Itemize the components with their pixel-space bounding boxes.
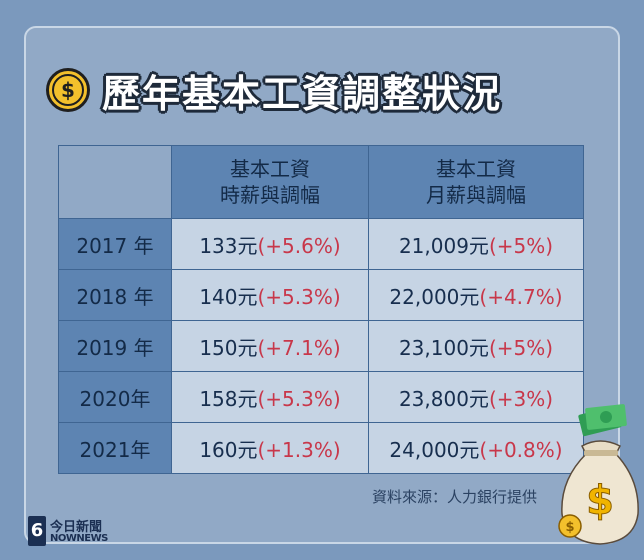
header-monthly-line2: 月薪與調幅: [426, 183, 526, 207]
monthly-change: (+0.8%): [479, 437, 563, 462]
hourly-value: 133元: [199, 233, 258, 258]
year-cell: 2018 年: [58, 269, 172, 321]
hourly-value: 150元: [199, 335, 258, 360]
wage-table: 基本工資 時薪與調幅 基本工資 月薪與調幅 2017 年 133元(+5.6%)…: [58, 145, 584, 474]
monthly-cell: 23,800元(+3%): [368, 371, 584, 423]
logo-icon: 6 今日新聞 NOWNEWS: [28, 516, 108, 548]
hourly-cell: 158元(+5.3%): [171, 371, 369, 423]
monthly-value: 23,100元: [398, 335, 489, 360]
header-monthly-line1: 基本工資: [436, 157, 516, 181]
coin-symbol: $: [52, 74, 84, 106]
money-bag-icon: $ $: [558, 404, 639, 545]
hourly-cell: 150元(+7.1%): [171, 320, 369, 372]
header-hourly-line2: 時薪與調幅: [220, 183, 320, 207]
title-row: $ 歷年基本工資調整狀況: [46, 64, 502, 116]
header-hourly: 基本工資 時薪與調幅: [171, 145, 369, 219]
svg-text:$: $: [586, 478, 614, 524]
hourly-value: 158元: [199, 386, 258, 411]
year-cell: 2019 年: [58, 320, 172, 372]
year-cell: 2021年: [58, 422, 172, 474]
monthly-cell: 21,009元(+5%): [368, 218, 584, 270]
dollar-coin-icon: $: [46, 68, 90, 112]
logo-cn: 今日新聞: [50, 520, 103, 535]
page-title: 歷年基本工資調整狀況: [102, 71, 503, 116]
header-hourly-line1: 基本工資: [230, 157, 310, 181]
year-cell: 2020年: [58, 371, 172, 423]
monthly-value: 21,009元: [398, 233, 489, 258]
hourly-change: (+5.3%): [257, 284, 341, 309]
table-row: 2020年 158元(+5.3%) 23,800元(+3%): [58, 371, 584, 423]
logo-number: 6: [28, 516, 46, 546]
monthly-cell: 22,000元(+4.7%): [368, 269, 584, 321]
year-cell: 2017 年: [58, 218, 172, 270]
source-note: 資料來源：人力銀行提供: [372, 488, 538, 506]
table-row: 2017 年 133元(+5.6%) 21,009元(+5%): [58, 218, 584, 270]
hourly-cell: 140元(+5.3%): [171, 269, 369, 321]
svg-text:$: $: [565, 520, 574, 535]
hourly-change: (+5.6%): [257, 233, 341, 258]
monthly-change: (+5%): [488, 233, 554, 258]
logo-en: NOWNEWS: [50, 533, 108, 544]
monthly-cell: 24,000元(+0.8%): [368, 422, 584, 474]
hourly-value: 160元: [199, 437, 258, 462]
hourly-change: (+7.1%): [257, 335, 341, 360]
table-header-row: 基本工資 時薪與調幅 基本工資 月薪與調幅: [58, 145, 584, 219]
table-row: 2018 年 140元(+5.3%) 22,000元(+4.7%): [58, 269, 584, 321]
monthly-change: (+3%): [488, 386, 554, 411]
monthly-value: 24,000元: [389, 437, 480, 462]
monthly-value: 22,000元: [389, 284, 480, 309]
hourly-cell: 160元(+1.3%): [171, 422, 369, 474]
table-row: 2021年 160元(+1.3%) 24,000元(+0.8%): [58, 422, 584, 474]
monthly-cell: 23,100元(+5%): [368, 320, 584, 372]
monthly-value: 23,800元: [398, 386, 489, 411]
table-row: 2019 年 150元(+7.1%) 23,100元(+5%): [58, 320, 584, 372]
hourly-change: (+5.3%): [257, 386, 341, 411]
header-monthly: 基本工資 月薪與調幅: [368, 145, 584, 219]
hourly-change: (+1.3%): [257, 437, 341, 462]
monthly-change: (+5%): [488, 335, 554, 360]
hourly-value: 140元: [199, 284, 258, 309]
table-corner: [58, 145, 172, 219]
monthly-change: (+4.7%): [479, 284, 563, 309]
hourly-cell: 133元(+5.6%): [171, 218, 369, 270]
